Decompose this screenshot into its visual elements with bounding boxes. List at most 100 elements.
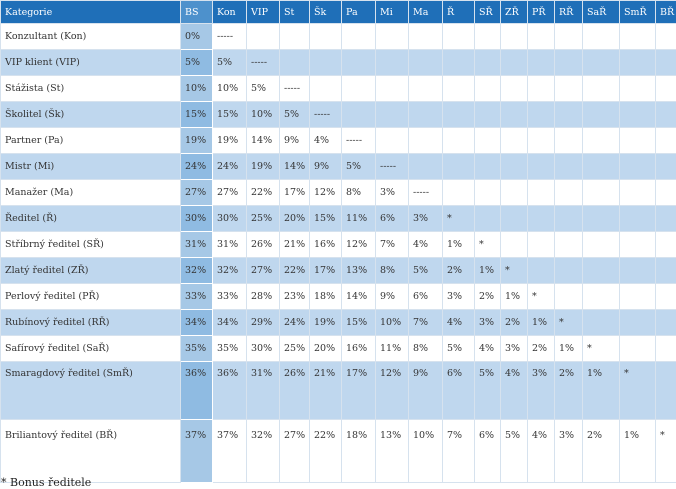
table-row: Safírový ředitel (SaŘ) 35% 35% 30% 25% 20% 16%…	[0, 335, 676, 362]
value-cell: 32%	[212, 257, 247, 284]
value-cell	[474, 75, 501, 102]
table-row: VIP klient (VIP) 5% 5% -----	[0, 49, 676, 76]
value-cell	[554, 283, 583, 310]
value-cell	[500, 23, 528, 50]
bs-cell: 30%	[180, 205, 213, 232]
value-cell: -----	[279, 75, 310, 102]
column-header: BŘ	[655, 0, 676, 24]
value-cell: 1%	[554, 335, 583, 362]
category-cell: Školitel (Šk)	[0, 101, 181, 128]
value-cell: 24%	[279, 309, 310, 336]
value-cell	[619, 127, 656, 154]
value-cell: 5%	[212, 49, 247, 76]
value-cell	[442, 75, 475, 102]
value-cell	[500, 127, 528, 154]
value-cell	[554, 153, 583, 180]
bs-cell: 5%	[180, 49, 213, 76]
value-cell: 2%	[474, 283, 501, 310]
value-cell	[375, 127, 409, 154]
value-cell	[619, 101, 656, 128]
category-cell: Safírový ředitel (SaŘ)	[0, 335, 181, 362]
value-cell	[619, 23, 656, 50]
value-cell: 21%	[279, 231, 310, 258]
value-cell	[582, 101, 620, 128]
value-cell	[655, 205, 676, 232]
value-cell: 5%	[246, 75, 280, 102]
value-cell: 22%	[246, 179, 280, 206]
value-cell: 20%	[279, 205, 310, 232]
column-header: Pa	[341, 0, 376, 24]
value-cell	[408, 75, 443, 102]
value-cell	[527, 257, 555, 284]
value-cell: 29%	[246, 309, 280, 336]
value-cell: 4%	[474, 335, 501, 362]
value-cell: 5%	[341, 153, 376, 180]
value-cell	[442, 153, 475, 180]
value-cell: 14%	[246, 127, 280, 154]
value-cell	[527, 127, 555, 154]
value-cell: 3%	[442, 283, 475, 310]
value-cell	[527, 153, 555, 180]
value-cell	[279, 49, 310, 76]
value-cell	[474, 153, 501, 180]
value-cell	[619, 257, 656, 284]
category-cell: VIP klient (VIP)	[0, 49, 181, 76]
value-cell: -----	[309, 101, 342, 128]
value-cell: 12%	[341, 231, 376, 258]
value-cell: 19%	[246, 153, 280, 180]
value-cell	[655, 335, 676, 362]
value-cell	[554, 49, 583, 76]
column-header: ZŘ	[500, 0, 528, 24]
value-cell: 9%	[309, 153, 342, 180]
value-cell: 19%	[309, 309, 342, 336]
value-cell: 1%	[582, 361, 620, 420]
value-cell	[500, 179, 528, 206]
category-cell: Briliantový ředitel (BŘ)	[0, 419, 181, 483]
value-cell	[474, 49, 501, 76]
value-cell: 10%	[375, 309, 409, 336]
value-cell: 3%	[474, 309, 501, 336]
value-cell	[246, 23, 280, 50]
value-cell: -----	[341, 127, 376, 154]
value-cell	[582, 231, 620, 258]
value-cell: 30%	[246, 335, 280, 362]
value-cell	[655, 231, 676, 258]
value-cell: 9%	[408, 361, 443, 420]
value-cell: 15%	[341, 309, 376, 336]
value-cell: *	[655, 419, 676, 483]
value-cell	[619, 205, 656, 232]
column-header: VIP	[246, 0, 280, 24]
bs-cell: 36%	[180, 361, 213, 420]
value-cell: 16%	[309, 231, 342, 258]
value-cell: 31%	[212, 231, 247, 258]
value-cell: 13%	[341, 257, 376, 284]
value-cell: 17%	[341, 361, 376, 420]
value-cell	[619, 49, 656, 76]
value-cell	[341, 49, 376, 76]
value-cell: 10%	[212, 75, 247, 102]
value-cell: 8%	[341, 179, 376, 206]
value-cell: 7%	[408, 309, 443, 336]
value-cell: 22%	[279, 257, 310, 284]
value-cell: 17%	[309, 257, 342, 284]
column-header: SmŘ	[619, 0, 656, 24]
footnote: * Bonus ředitele	[1, 476, 92, 489]
value-cell	[500, 153, 528, 180]
category-cell: Ředitel (Ř)	[0, 205, 181, 232]
value-cell	[474, 127, 501, 154]
value-cell	[619, 335, 656, 362]
bs-cell: 15%	[180, 101, 213, 128]
column-header: SaŘ	[582, 0, 620, 24]
column-header: PŘ	[527, 0, 555, 24]
table-row: Konzultant (Kon) 0% -----	[0, 23, 676, 50]
value-cell: 25%	[279, 335, 310, 362]
value-cell	[500, 101, 528, 128]
value-cell	[309, 75, 342, 102]
value-cell: 26%	[246, 231, 280, 258]
value-cell: 1%	[527, 309, 555, 336]
value-cell: 12%	[375, 361, 409, 420]
category-cell: Konzultant (Kon)	[0, 23, 181, 50]
bs-cell: 10%	[180, 75, 213, 102]
value-cell: *	[619, 361, 656, 420]
value-cell	[408, 23, 443, 50]
